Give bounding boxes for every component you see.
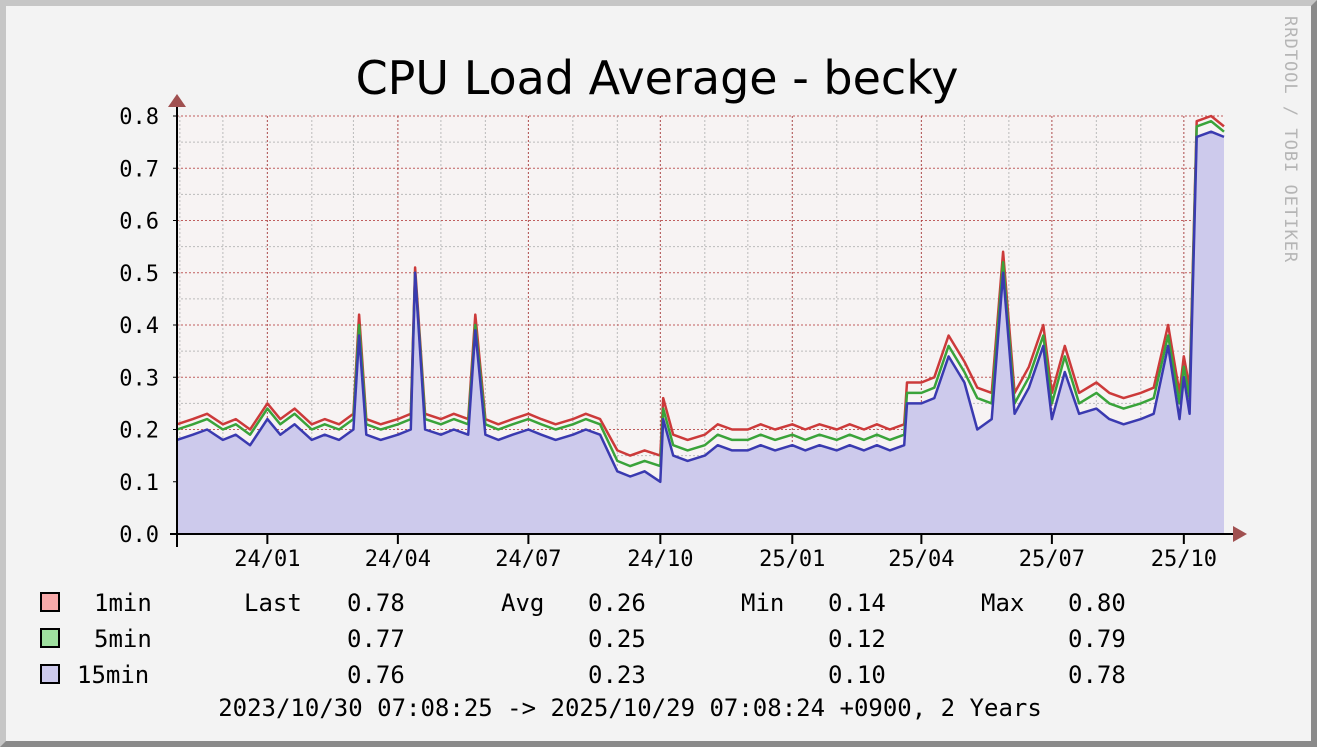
x-tick-labels: 24/01 24/04 24/07 24/10 25/01 25/04 25/07 25/10 — [234, 547, 1217, 572]
y-axis-arrow — [168, 94, 186, 107]
y-tick-label: 0.4 — [119, 314, 159, 339]
time-range-footer: 2023/10/30 07:08:25 -> 2025/10/29 07:08:… — [218, 694, 1042, 722]
y-tick-label: 0.8 — [119, 105, 159, 130]
area-15min — [177, 131, 1224, 534]
x-tick-label: 24/01 — [234, 547, 300, 572]
x-tick-label: 25/01 — [759, 547, 825, 572]
y-tick-label: 0.2 — [119, 419, 159, 444]
y-tick-labels: 0.0 0.1 0.2 0.3 0.4 0.5 0.6 0.7 0.8 — [119, 105, 159, 548]
y-tick-label: 0.1 — [119, 471, 159, 496]
y-tick-label: 0.0 — [119, 523, 159, 548]
y-tick-label: 0.3 — [119, 366, 159, 391]
y-tick-label: 0.6 — [119, 210, 159, 235]
series-line-15min — [176, 130, 1225, 484]
x-tick-label: 24/10 — [627, 547, 693, 572]
watermark: RRDTOOL / TOBI OETIKER — [1280, 16, 1300, 263]
x-axis-arrow — [1233, 526, 1247, 542]
axes — [168, 94, 1247, 547]
x-tick-label: 25/07 — [1019, 547, 1085, 572]
x-tick-label: 24/07 — [495, 547, 561, 572]
x-tick-label: 24/04 — [365, 547, 431, 572]
y-tick-label: 0.7 — [119, 157, 159, 182]
chart-title: CPU Load Average - becky — [356, 51, 959, 105]
x-tick-label: 25/04 — [888, 547, 954, 572]
area-layer — [177, 131, 1224, 534]
lines-layer — [176, 114, 1225, 484]
x-tick-label: 25/10 — [1151, 547, 1217, 572]
y-tick-label: 0.5 — [119, 262, 159, 287]
